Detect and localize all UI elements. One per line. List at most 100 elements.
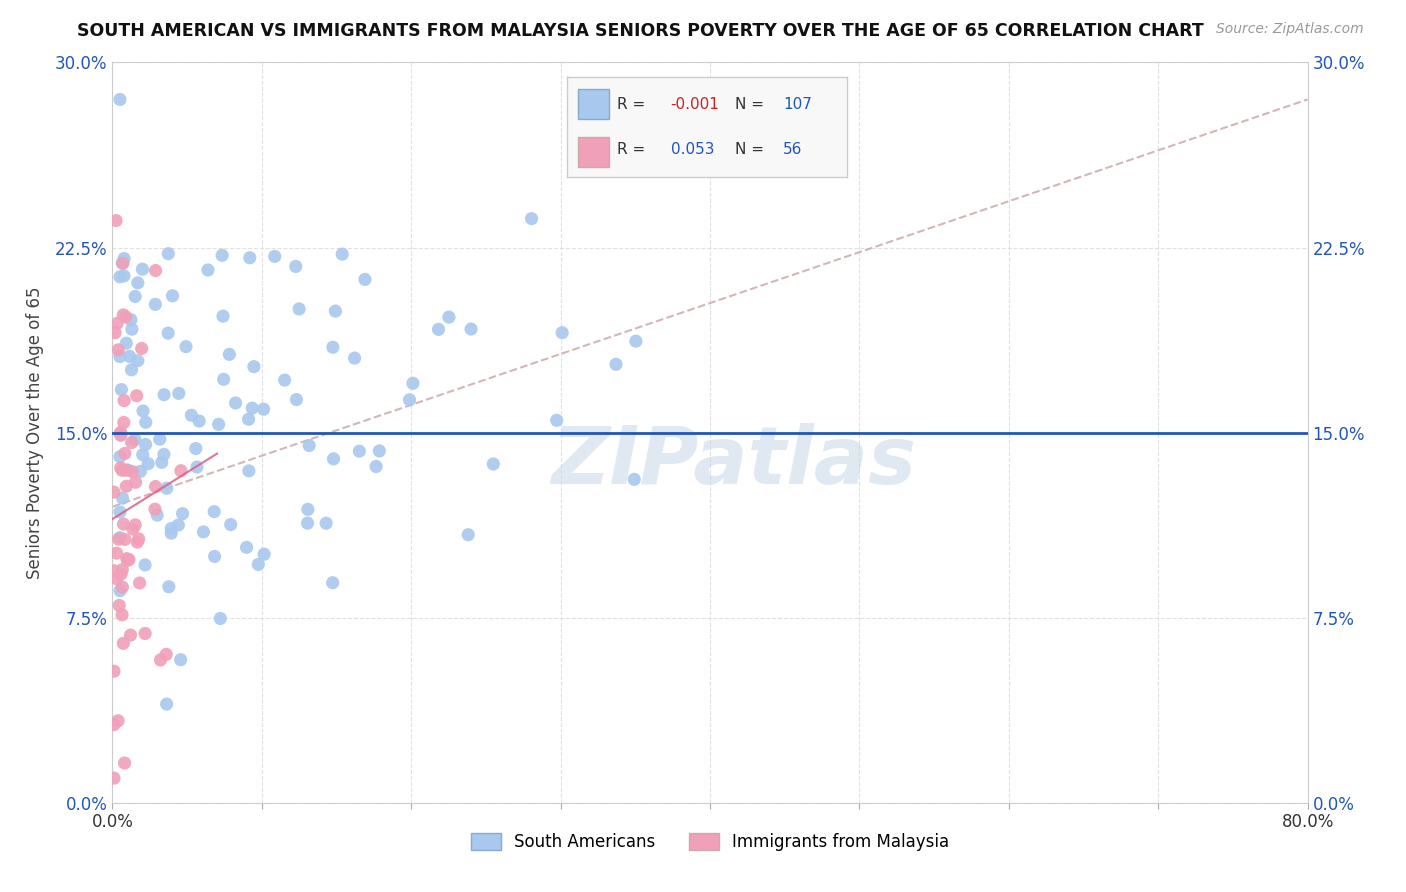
Point [117, 463, 139, 477]
Point [110, 383, 132, 397]
Point [134, 558, 156, 572]
Point [156, 481, 179, 495]
Point [103, 485, 125, 500]
Point [520, 211, 543, 226]
Point [103, 564, 125, 578]
Point [143, 502, 166, 516]
Point [114, 533, 136, 547]
Point [112, 393, 135, 408]
Point [121, 435, 143, 450]
Point [143, 297, 166, 311]
Point [132, 404, 155, 418]
Point [108, 583, 131, 598]
Point [108, 350, 131, 364]
Point [153, 387, 176, 401]
Point [551, 326, 574, 340]
Point [285, 392, 308, 407]
Text: ZIPatlas: ZIPatlas [551, 423, 917, 501]
Point [288, 301, 311, 316]
Point [325, 304, 347, 318]
Point [114, 310, 136, 324]
Point [110, 567, 132, 582]
Point [111, 256, 134, 270]
Point [108, 269, 131, 284]
Point [482, 457, 505, 471]
Point [150, 455, 173, 469]
Point [108, 505, 131, 519]
Point [127, 535, 149, 549]
Point [212, 309, 235, 323]
Point [105, 572, 128, 586]
Point [134, 626, 156, 640]
Point [243, 359, 266, 374]
Point [239, 251, 262, 265]
Point [110, 426, 132, 441]
Point [253, 547, 276, 561]
Point [111, 607, 134, 622]
Point [103, 717, 125, 731]
Point [343, 351, 366, 365]
Point [114, 446, 136, 460]
Point [298, 438, 321, 452]
Legend: South Americans, Immigrants from Malaysia: South Americans, Immigrants from Malaysi… [464, 826, 956, 857]
Point [153, 447, 176, 461]
Point [211, 248, 233, 262]
Point [322, 575, 344, 590]
Point [162, 289, 184, 303]
Point [157, 326, 180, 340]
Point [108, 92, 131, 106]
Point [193, 524, 215, 539]
Point [149, 432, 172, 446]
Point [207, 417, 229, 432]
Point [135, 437, 157, 451]
Point [103, 664, 125, 678]
Point [146, 508, 169, 522]
Point [368, 443, 391, 458]
Point [115, 479, 138, 493]
Point [105, 546, 128, 560]
Point [398, 392, 420, 407]
Point [111, 563, 134, 577]
Point [156, 697, 179, 711]
Point [117, 553, 139, 567]
Point [114, 463, 136, 477]
Point [104, 326, 127, 340]
Point [145, 263, 167, 277]
Point [180, 408, 202, 422]
Point [132, 448, 155, 462]
Point [107, 714, 129, 728]
Point [546, 413, 568, 427]
Point [457, 527, 479, 541]
Point [157, 580, 180, 594]
Point [111, 256, 134, 270]
Point [238, 412, 260, 426]
Point [111, 580, 134, 594]
Point [322, 340, 344, 354]
Point [297, 502, 319, 516]
Point [364, 459, 387, 474]
Point [240, 401, 263, 416]
Point [136, 457, 159, 471]
Point [427, 322, 450, 336]
Point [605, 357, 627, 371]
Point [623, 472, 645, 486]
Point [315, 516, 337, 531]
Point [108, 531, 131, 545]
Point [121, 363, 143, 377]
Point [121, 522, 143, 536]
Point [131, 342, 153, 356]
Point [624, 334, 647, 348]
Point [160, 521, 183, 535]
Point [160, 526, 183, 541]
Point [263, 249, 285, 263]
Point [105, 316, 128, 330]
Point [111, 463, 134, 477]
Point [110, 428, 132, 442]
Point [167, 386, 190, 401]
Point [131, 262, 153, 277]
Point [135, 415, 157, 429]
Point [273, 373, 295, 387]
Point [284, 260, 307, 274]
Text: SOUTH AMERICAN VS IMMIGRANTS FROM MALAYSIA SENIORS POVERTY OVER THE AGE OF 65 CO: SOUTH AMERICAN VS IMMIGRANTS FROM MALAYS… [77, 22, 1204, 40]
Text: Source: ZipAtlas.com: Source: ZipAtlas.com [1216, 22, 1364, 37]
